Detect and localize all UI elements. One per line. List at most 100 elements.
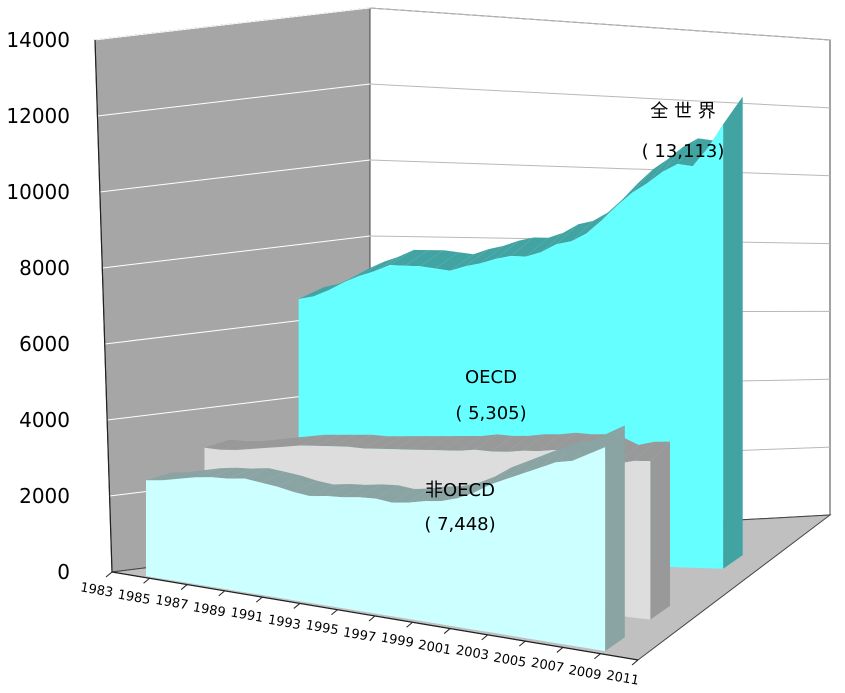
y-tick-label: 10000 — [6, 180, 70, 204]
top-strip — [331, 434, 372, 447]
top-strip — [618, 441, 655, 464]
y-axis-ticks: 0 2000 4000 6000 8000 10000 12000 14000 — [6, 28, 70, 584]
top-strip — [465, 245, 504, 267]
top-strip — [459, 434, 498, 451]
x-tick-mark — [518, 640, 526, 647]
side-face — [650, 441, 670, 620]
x-tick-label: 1987 — [154, 593, 189, 614]
top-strip — [359, 484, 399, 499]
top-strip — [347, 434, 388, 449]
x-tick-mark — [443, 628, 451, 634]
top-strip — [326, 484, 366, 498]
series-group — [146, 96, 743, 652]
top-strip — [284, 434, 325, 447]
x-tick-mark — [556, 647, 564, 653]
top-strip — [374, 249, 414, 272]
y-axis-line — [94, 39, 113, 573]
label-oecd-name: OECD — [465, 367, 517, 388]
top-strip — [411, 436, 450, 450]
top-strip — [457, 476, 496, 499]
x-tick-label: 1997 — [342, 625, 377, 646]
top-strip — [300, 434, 340, 446]
y-tick-label: 12000 — [6, 104, 70, 128]
top-strip — [475, 434, 513, 452]
x-tick-mark — [180, 584, 188, 590]
top-strip — [634, 441, 670, 462]
top-strip — [344, 261, 384, 283]
label-nonoecd-name: 非OECD — [425, 480, 495, 501]
y-tick-label: 4000 — [19, 408, 70, 432]
x-tick-mark — [105, 571, 113, 578]
gridline-left — [99, 159, 371, 193]
label-world-name: 全 世 界 — [650, 101, 715, 122]
x-tick-mark — [143, 577, 150, 584]
x-tick-label: 2005 — [492, 650, 527, 671]
top-strip — [313, 277, 354, 297]
x-tick-label: 1989 — [192, 600, 227, 621]
x-tick-label: 1991 — [229, 605, 264, 626]
top-strip — [473, 467, 512, 493]
top-strip — [555, 440, 593, 463]
top-strip — [379, 436, 419, 450]
top-strip — [441, 482, 480, 502]
gridline-back — [369, 83, 831, 109]
top-strip — [538, 432, 576, 452]
gridline-back — [369, 7, 831, 41]
series-nonoecd — [146, 425, 625, 652]
top-strip — [662, 138, 698, 172]
top-strip — [507, 434, 545, 452]
x-tick-label: 2011 — [605, 668, 640, 689]
top-strip — [450, 249, 489, 271]
top-strip — [427, 436, 466, 451]
x-tick-mark — [293, 603, 301, 609]
top-strip — [424, 486, 463, 502]
top-strip — [539, 442, 577, 468]
top-strip — [443, 436, 482, 451]
front-face — [146, 447, 606, 652]
top-strip — [395, 436, 435, 450]
top-strip — [260, 471, 301, 487]
top-strip — [408, 486, 447, 503]
x-tick-mark — [594, 653, 601, 660]
top-strip — [211, 467, 253, 479]
top-strip — [204, 439, 246, 450]
label-world-value: ( 13,113) — [642, 141, 725, 162]
top-strip — [647, 146, 683, 184]
top-strip — [554, 432, 592, 452]
top-strip — [277, 475, 318, 492]
x-tick-mark — [255, 596, 263, 603]
top-strip — [252, 437, 293, 449]
top-strip — [419, 250, 459, 269]
y-tick-label: 0 — [57, 560, 70, 584]
x-tick-label: 2001 — [417, 638, 452, 659]
top-strip — [677, 138, 713, 167]
top-strip — [571, 212, 609, 242]
top-strip — [435, 252, 474, 271]
top-strip — [298, 283, 339, 299]
x-tick-mark — [406, 621, 413, 628]
top-strip — [342, 484, 382, 498]
y-tick-label: 14000 — [6, 28, 70, 52]
x-tick-mark — [631, 659, 639, 666]
x-tick-mark — [481, 634, 489, 641]
series-labels: 全 世 界 ( 13,113) OECD ( 5,305) 非OECD ( 7,… — [424, 101, 724, 535]
x-tick-mark — [368, 615, 376, 622]
x-tick-label: 1985 — [116, 588, 151, 609]
x-tick-mark — [218, 590, 226, 597]
top-strip — [293, 480, 334, 497]
side-face — [605, 425, 625, 652]
x-tick-label: 1999 — [380, 631, 415, 652]
y-tick-label: 2000 — [19, 484, 70, 508]
top-strip — [195, 467, 237, 478]
top-strip — [523, 434, 560, 452]
x-axis-ticks: 1983 1985 1987 1989 1991 1993 1995 1997 1999 2001… — [79, 571, 640, 689]
gridline-left — [102, 235, 371, 269]
top-strip — [490, 461, 528, 485]
top-strip — [316, 434, 356, 447]
y-tick-label: 6000 — [19, 332, 70, 356]
top-strip — [404, 250, 444, 267]
top-strip — [541, 224, 579, 253]
x-tick-label: 1993 — [267, 613, 302, 634]
top-strip — [588, 425, 625, 454]
top-strip — [359, 256, 399, 276]
